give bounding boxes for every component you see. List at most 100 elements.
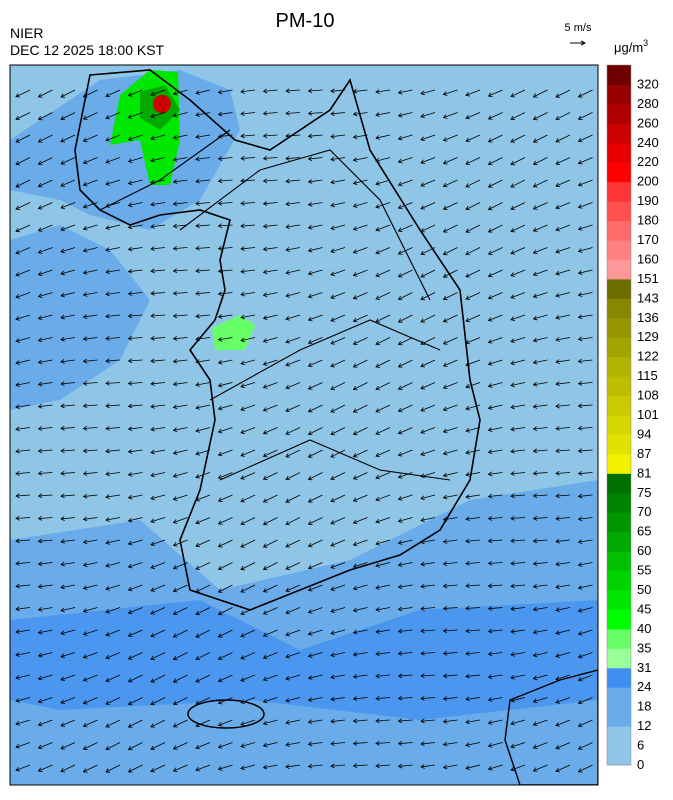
wind-arrow [532,157,548,166]
wind-arrow [330,517,346,525]
wind-arrow [150,584,166,592]
wind-arrow [285,742,301,747]
wind-arrow [420,628,436,634]
wind-arrow [172,381,188,387]
wind-arrow [60,697,76,704]
wind-arrow [555,269,571,276]
wind-arrow [105,134,121,142]
wind-arrow [420,202,436,210]
wind-arrow [442,247,458,256]
wind-arrow [352,740,368,746]
wind-arrow [217,562,233,571]
wind-arrow [375,112,391,117]
wind-arrow [510,134,526,143]
wind-arrow [82,674,98,682]
wind-arrow [285,382,301,390]
wind-arrow [240,472,256,480]
wind-arrow [37,202,53,210]
wind-arrow [172,539,188,547]
wind-arrow [375,539,391,546]
wind-arrow [375,562,391,568]
wind-arrow [487,742,503,748]
wind-arrow [172,290,188,296]
wind-arrow [487,179,503,188]
wind-arrow [127,674,143,683]
wind-arrow [195,134,211,140]
wind-arrow [37,269,53,276]
wind-arrow [150,358,166,364]
wind-arrow [60,314,76,320]
wind-arrow [262,607,278,615]
wind-arrow [487,112,503,120]
wind-arrow [195,382,211,387]
wind-arrow [82,89,98,98]
wind-arrow [420,741,436,747]
wind-arrow [510,157,526,166]
wind-arrow [195,336,211,342]
wind-arrow [442,427,458,434]
wind-arrow [82,292,98,297]
wind-arrow [240,629,256,638]
wind-arrow [172,742,188,750]
wind-arrow [37,515,53,521]
wind-arrow [397,337,413,346]
wind-arrow [532,112,548,121]
wind-arrow [82,336,98,342]
wind-arrow [195,245,211,251]
wind-arrow [555,359,571,364]
wind-arrow [195,449,211,456]
wind-arrow [82,607,98,613]
wind-arrow [352,157,368,163]
wind-arrow [105,157,121,164]
wind-arrow [577,314,593,320]
unit-base: μg/m [614,40,643,55]
colorbar-segment [607,745,631,766]
wind-arrow [577,493,593,499]
colorbar-label: 143 [637,290,659,305]
wind-arrow [15,471,31,476]
colorbar-label: 6 [637,738,644,753]
wind-arrow [352,763,368,769]
wind-arrow [307,449,323,458]
wind-arrow [262,314,278,321]
colorbar-segment [607,103,631,124]
wind-arrow [15,764,31,772]
wind-arrow [307,247,323,253]
wind-arrow [217,764,233,771]
wind-arrow [240,719,256,726]
wind-arrow [442,494,458,500]
wind-arrow [375,651,391,657]
wind-arrow [532,448,548,454]
wind-arrow [195,674,211,683]
wind-arrow [15,561,31,566]
colorbar-segment [607,492,631,513]
wind-arrow [510,719,526,726]
wind-arrow [510,247,526,255]
wind-arrow [465,560,481,566]
wind-arrow [127,202,143,208]
wind-arrow [82,493,98,499]
wind-arrow [60,516,76,521]
wind-arrow [330,607,346,614]
wind-arrow [532,652,548,658]
wind-arrow [285,88,301,94]
wind-arrow [127,652,143,660]
wind-arrow [240,246,256,251]
wind-arrow [420,314,436,323]
wind-arrow [532,134,548,143]
wind-arrow [465,382,481,389]
wind-arrow [352,179,368,186]
wind-arrow [262,110,278,116]
wind-arrow [105,494,121,500]
wind-arrow [262,382,278,389]
wind-arrow [195,472,211,479]
wind-arrow [105,112,121,120]
wind-arrow [330,133,346,139]
wind-arrow [307,562,323,570]
wind-arrow [330,494,346,503]
wind-arrow [127,742,143,751]
wind-arrow [172,179,188,184]
wind-arrow [150,607,166,615]
wind-arrow [510,674,526,680]
wind-arrow [442,583,458,589]
